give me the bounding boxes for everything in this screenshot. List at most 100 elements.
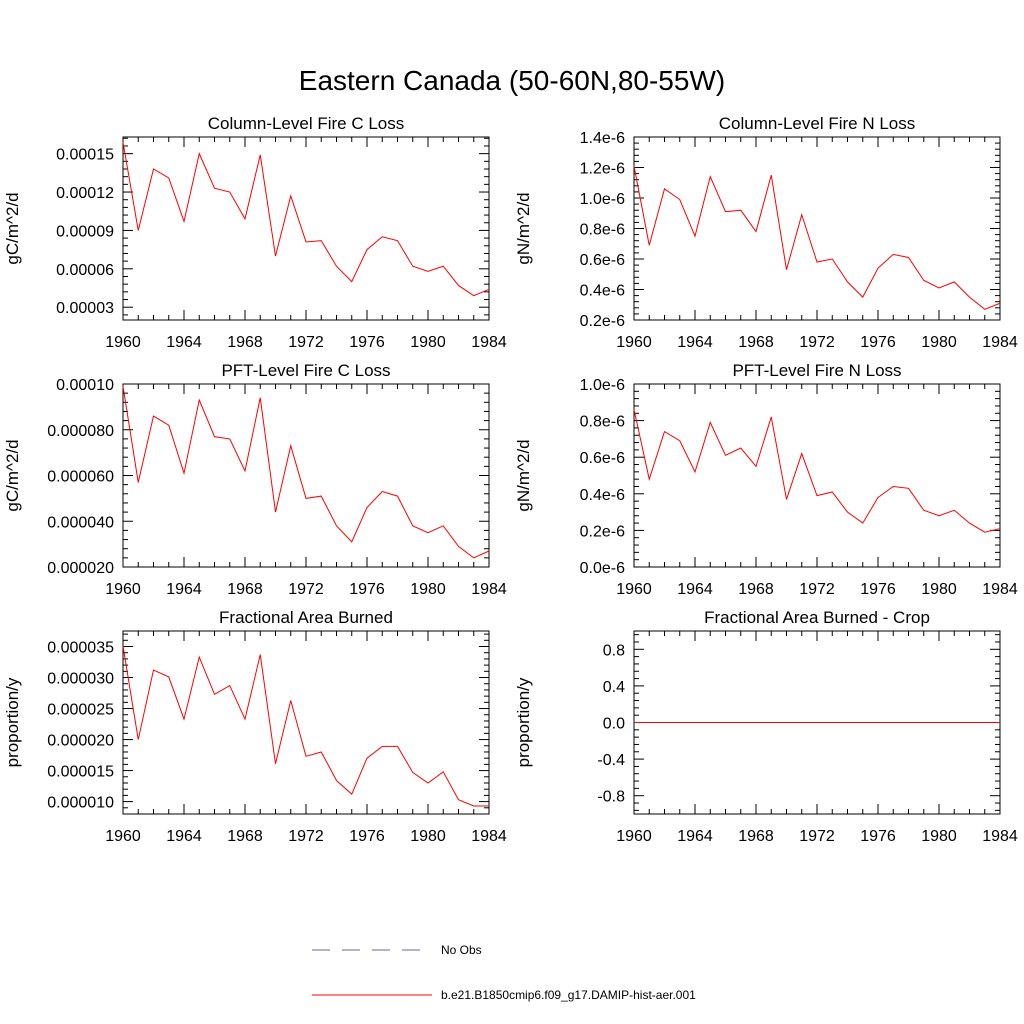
x-tick-label: 1968 xyxy=(227,334,263,351)
y-axis-label: proportion/y xyxy=(3,677,22,767)
x-tick-label: 1980 xyxy=(921,828,957,845)
x-tick-label: 1964 xyxy=(677,334,713,351)
series-line-1 xyxy=(633,165,1001,310)
chart-panel-5: Fractional Area Burned proportion/y 1960 19… xyxy=(3,608,507,845)
y-tick-label: 0.4 xyxy=(603,679,625,696)
chart-panel-2: Column-Level Fire N Loss gN/m^2/d 1960 1964… xyxy=(514,114,1018,351)
panel-title: Column-Level Fire N Loss xyxy=(719,114,916,133)
x-tick-label: 1972 xyxy=(799,334,835,351)
plot-frame xyxy=(633,383,1001,568)
x-tick-label: 1972 xyxy=(799,581,835,598)
y-tick-label: 0.2e-6 xyxy=(580,313,625,330)
x-tick-label: 1984 xyxy=(982,828,1018,845)
y-tick-label: 0.8e-6 xyxy=(580,414,625,431)
y-tick-label: 0.0e-6 xyxy=(580,560,625,577)
plot-frame xyxy=(122,630,490,815)
x-tick-label: 1968 xyxy=(738,828,774,845)
panels: Column-Level Fire C Loss gC/m^2/d 1960 1964… xyxy=(3,114,1018,845)
y-tick-label: 0.000015 xyxy=(47,764,114,781)
y-tick-label: 1.2e-6 xyxy=(580,161,625,178)
y-axis-label: gN/m^2/d xyxy=(514,192,533,264)
y-tick-label: 0.000010 xyxy=(47,795,114,812)
x-tick-label: 1964 xyxy=(166,581,202,598)
y-tick-label: 0.000080 xyxy=(47,423,114,440)
x-tick-label: 1972 xyxy=(288,334,324,351)
legend: No Obs b.e21.B1850cmip6.f09_g17.DAMIP-hi… xyxy=(312,943,696,1002)
panel-title: PFT-Level Fire C Loss xyxy=(221,361,390,380)
series-line-1 xyxy=(122,645,489,807)
x-tick-label: 1968 xyxy=(738,334,774,351)
panel-title: PFT-Level Fire N Loss xyxy=(732,361,901,380)
plot-frame xyxy=(633,136,1001,321)
x-tick-label: 1984 xyxy=(982,581,1018,598)
x-tick-label: 1964 xyxy=(166,334,202,351)
x-tick-label: 1964 xyxy=(677,828,713,845)
panel-title: Column-Level Fire C Loss xyxy=(208,114,405,133)
y-tick-label: -0.8 xyxy=(597,789,625,806)
y-tick-label: 0.00015 xyxy=(56,147,114,164)
y-tick-label: 0.000020 xyxy=(47,560,114,577)
x-tick-label: 1960 xyxy=(616,334,652,351)
plot-frame xyxy=(122,383,490,568)
legend-obs-label: No Obs xyxy=(441,943,482,957)
series-line-1 xyxy=(633,409,1001,533)
x-tick-label: 1960 xyxy=(105,334,141,351)
x-tick-label: 1976 xyxy=(860,581,896,598)
x-tick-label: 1960 xyxy=(105,581,141,598)
x-tick-label: 1968 xyxy=(227,581,263,598)
x-tick-label: 1976 xyxy=(349,581,385,598)
figure-title: Eastern Canada (50-60N,80-55W) xyxy=(299,65,725,96)
y-tick-label: 0.0 xyxy=(603,716,625,733)
x-tick-label: 1980 xyxy=(921,581,957,598)
y-axis-label: gC/m^2/d xyxy=(3,439,22,511)
y-tick-label: 0.4e-6 xyxy=(580,283,625,300)
y-tick-label: 1.0e-6 xyxy=(580,191,625,208)
y-tick-label: 0.000035 xyxy=(47,640,114,657)
series-line-1 xyxy=(122,142,490,297)
chart-panel-6: Fractional Area Burned - Crop proportion/… xyxy=(514,608,1018,845)
x-tick-label: 1976 xyxy=(860,828,896,845)
panel-title: Fractional Area Burned xyxy=(219,608,393,627)
y-tick-label: 0.000020 xyxy=(47,733,114,750)
x-tick-label: 1968 xyxy=(227,828,263,845)
y-axis-label: gC/m^2/d xyxy=(3,192,22,264)
y-tick-label: 1.0e-6 xyxy=(580,377,625,394)
x-tick-label: 1984 xyxy=(982,334,1018,351)
x-tick-label: 1976 xyxy=(349,828,385,845)
x-tick-label: 1980 xyxy=(410,581,446,598)
y-axis-label: proportion/y xyxy=(514,677,533,767)
y-tick-label: 0.000030 xyxy=(47,671,114,688)
y-tick-label: 0.00006 xyxy=(56,262,114,279)
x-tick-label: 1980 xyxy=(410,334,446,351)
x-tick-label: 1960 xyxy=(105,828,141,845)
x-tick-label: 1972 xyxy=(799,828,835,845)
y-tick-label: 0.2e-6 xyxy=(580,523,625,540)
chart-panel-1: Column-Level Fire C Loss gC/m^2/d 1960 1964… xyxy=(3,114,507,351)
x-tick-label: 1972 xyxy=(288,828,324,845)
x-tick-label: 1964 xyxy=(677,581,713,598)
y-tick-label: -0.4 xyxy=(597,752,625,769)
y-tick-label: 0.6e-6 xyxy=(580,450,625,467)
x-tick-label: 1984 xyxy=(471,581,507,598)
y-tick-label: 0.00009 xyxy=(56,223,114,240)
x-tick-label: 1980 xyxy=(410,828,446,845)
x-tick-label: 1976 xyxy=(349,334,385,351)
x-tick-label: 1976 xyxy=(860,334,896,351)
x-tick-label: 1960 xyxy=(616,828,652,845)
x-tick-label: 1972 xyxy=(288,581,324,598)
plot-frame xyxy=(122,136,490,321)
y-tick-label: 0.4e-6 xyxy=(580,487,625,504)
legend-model-label: b.e21.B1850cmip6.f09_g17.DAMIP-hist-aer.… xyxy=(441,988,696,1002)
chart-panel-4: PFT-Level Fire N Loss gN/m^2/d 1960 1964 196… xyxy=(514,361,1018,598)
x-tick-label: 1968 xyxy=(738,581,774,598)
y-tick-label: 0.8e-6 xyxy=(580,222,625,239)
chart-panel-3: PFT-Level Fire C Loss gC/m^2/d 1960 1964 196… xyxy=(3,361,507,598)
y-tick-label: 0.00012 xyxy=(56,185,114,202)
x-tick-label: 1960 xyxy=(616,581,652,598)
x-tick-label: 1984 xyxy=(471,334,507,351)
y-tick-label: 0.8 xyxy=(603,642,625,659)
series-line-1 xyxy=(122,386,490,559)
y-tick-label: 0.6e-6 xyxy=(580,252,625,269)
x-tick-label: 1964 xyxy=(166,828,202,845)
